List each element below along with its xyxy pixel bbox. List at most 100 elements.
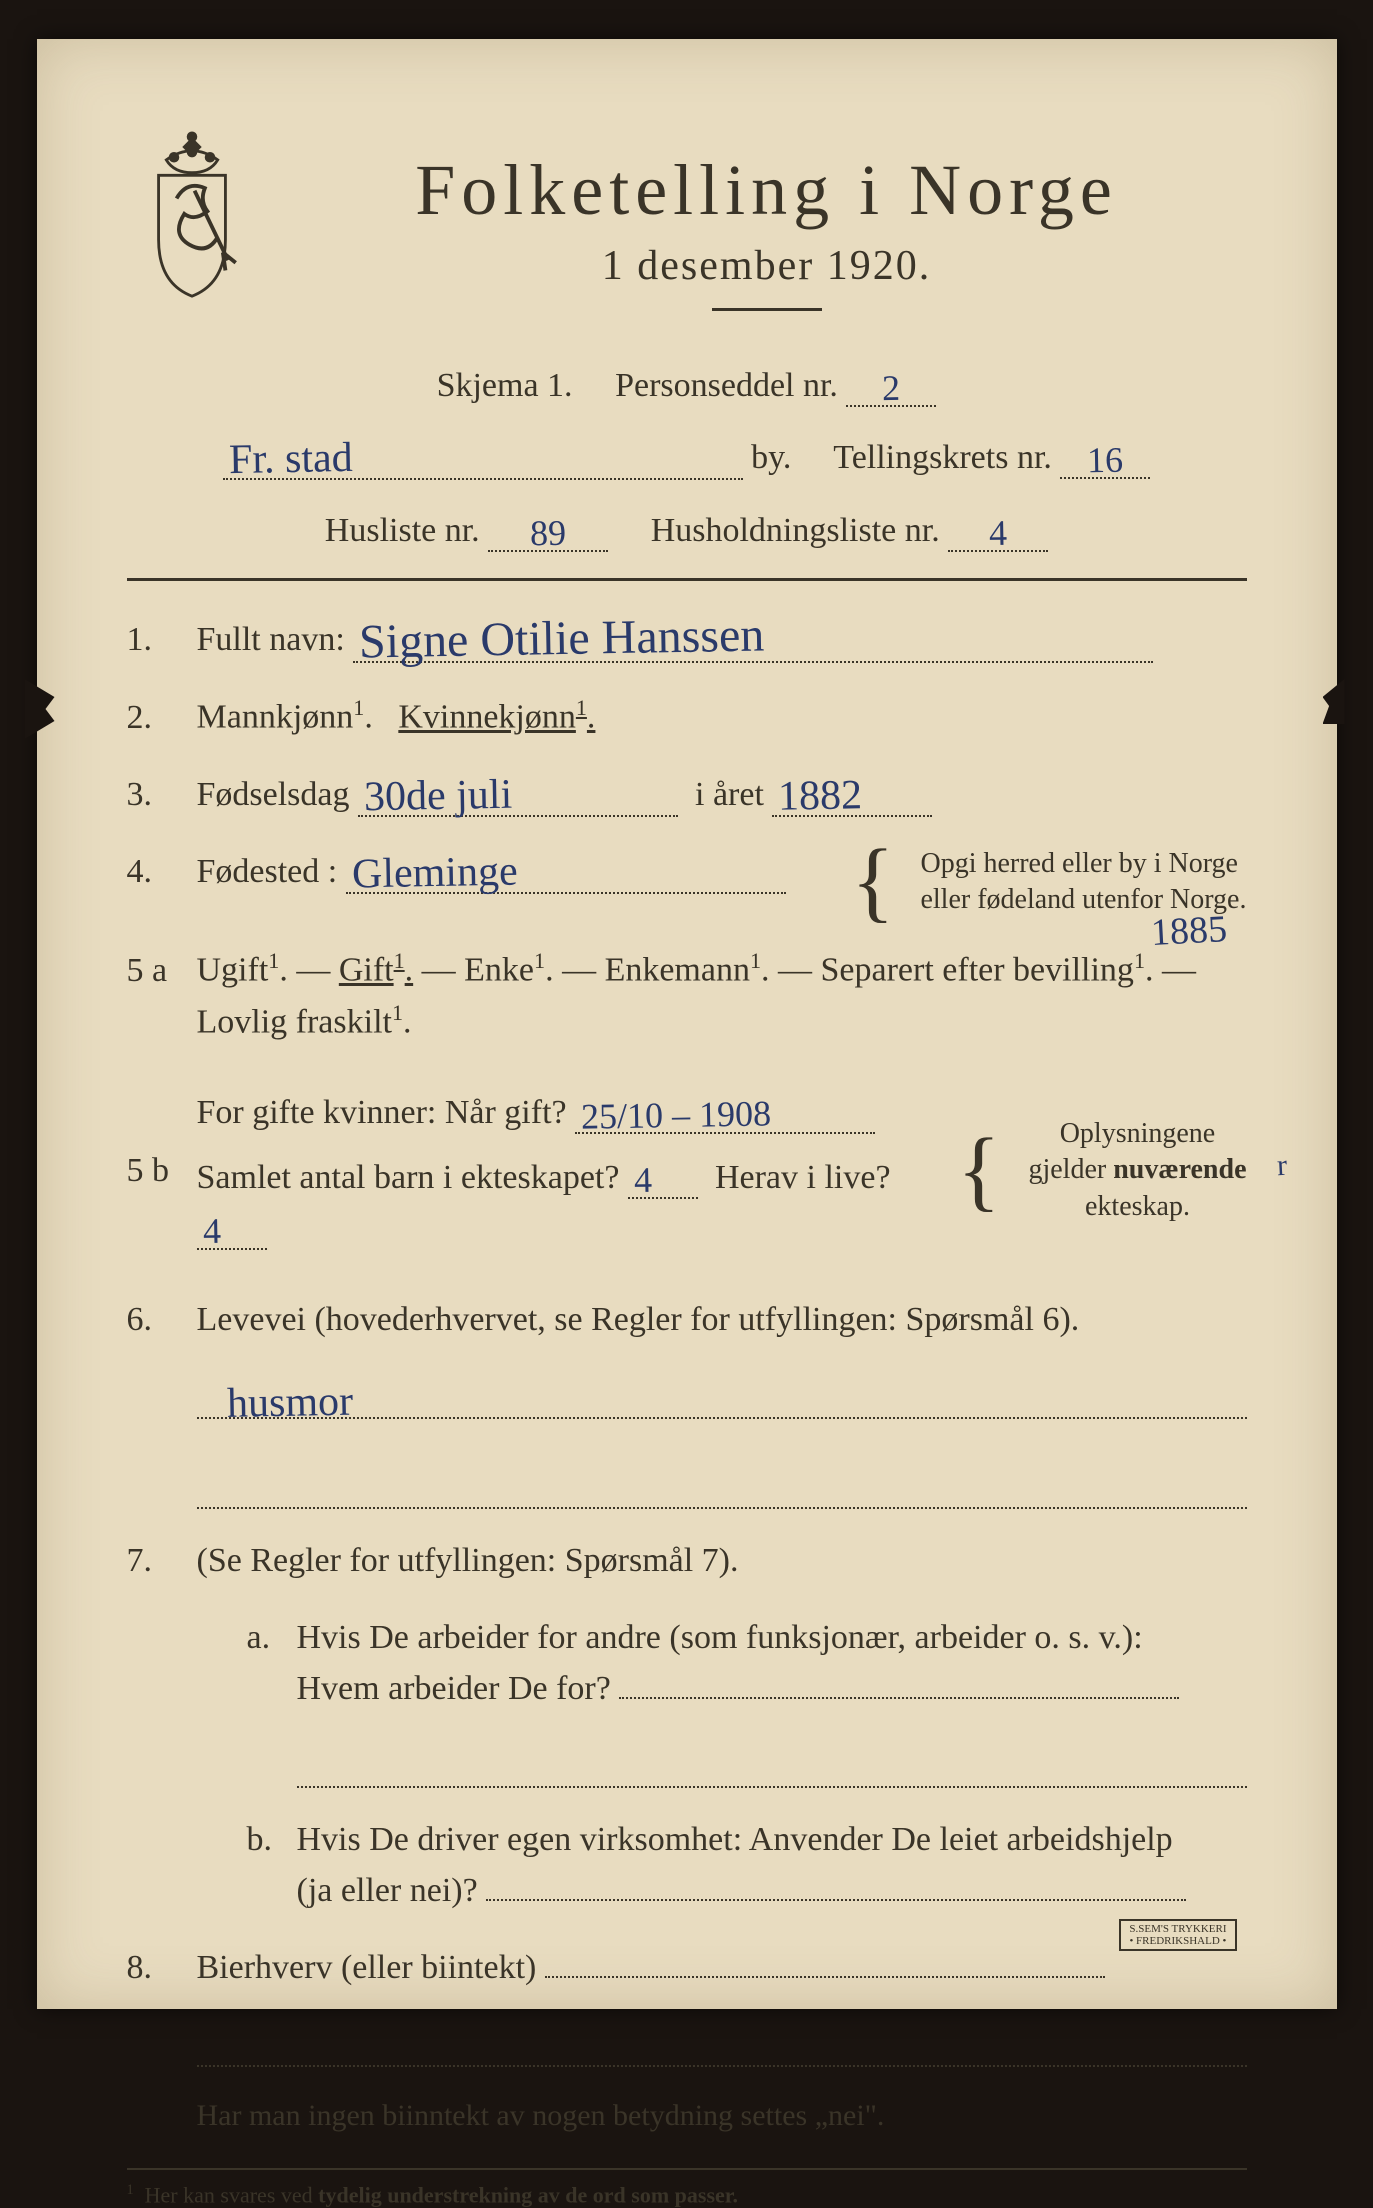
q4-row: 4. Fødested : Gleminge { Opgi herred ell… xyxy=(127,846,1247,919)
q6-num: 6. xyxy=(127,1294,197,1345)
q5b-l2b-value: 4 xyxy=(202,1213,221,1249)
q5b-l1-value: 25/10 – 1908 xyxy=(581,1095,772,1134)
q3-year-field: 1882 xyxy=(772,771,932,817)
brace-icon: { xyxy=(851,859,894,904)
q4-value: Gleminge xyxy=(351,850,517,895)
q5b-lines: For gifte kvinner: Når gift? 25/10 – 190… xyxy=(197,1073,948,1268)
q2-row: 2. Mannkjønn1. Kvinnekjønn1. xyxy=(127,691,1247,742)
tellingskrets-field: 16 xyxy=(1060,438,1150,479)
q6-label: Levevei (hovederhvervet, se Regler for u… xyxy=(197,1294,1247,1345)
q3-year-label: i året xyxy=(695,776,764,813)
q7a-field xyxy=(619,1695,1179,1699)
meta-line-1: Skjema 1. Personseddel nr. 2 xyxy=(127,359,1247,413)
q6-answer-line-2 xyxy=(197,1465,1247,1509)
q6-row: 6. Levevei (hovederhvervet, se Regler fo… xyxy=(127,1294,1247,1345)
printer-stamp: S.SEM'S TRYKKERI • FREDRIKSHALD • xyxy=(1119,1919,1236,1951)
meta-line-3: Husliste nr. 89 Husholdningsliste nr. 4 xyxy=(127,504,1247,558)
q7a-answer-line xyxy=(297,1744,1247,1788)
q1-label: Fullt navn: xyxy=(197,621,345,658)
section-rule xyxy=(127,578,1247,581)
printer-l2: • FREDRIKSHALD • xyxy=(1129,1935,1226,1947)
q2-body: Mannkjønn1. Kvinnekjønn1. xyxy=(197,691,1247,742)
q7b-sub: (ja eller nei)? xyxy=(297,1872,478,1909)
census-form-page: Folketelling i Norge 1 desember 1920. Sk… xyxy=(37,39,1337,2009)
header: Folketelling i Norge 1 desember 1920. xyxy=(127,149,1247,341)
q5a-fraskilt: Lovlig fraskilt xyxy=(197,1003,392,1040)
husliste-field: 89 xyxy=(488,511,608,552)
q3-day-field: 30de juli xyxy=(358,771,678,817)
brace-icon: { xyxy=(957,1148,1000,1193)
q7b-field xyxy=(486,1897,1186,1901)
q5b-note-l1: Oplysningene xyxy=(1028,1116,1246,1152)
tellingskrets-label: Tellingskrets nr. xyxy=(833,439,1052,476)
q3-day: 30de juli xyxy=(364,773,513,818)
q4-field: Gleminge xyxy=(346,848,786,894)
q6-answer-line: husmor xyxy=(197,1375,1247,1419)
printer-l1: S.SEM'S TRYKKERI xyxy=(1129,1923,1226,1935)
q7a-sub: Hvem arbeider De for? xyxy=(297,1670,611,1707)
q5a-num: 5 a xyxy=(127,945,197,996)
husholdningsliste-value: 4 xyxy=(989,515,1008,551)
title-rule xyxy=(712,308,822,311)
q5b-num: 5 b xyxy=(127,1145,197,1196)
q2-kvinne: Kvinnekjønn xyxy=(398,699,576,736)
q5b-line1: For gifte kvinner: Når gift? 25/10 – 190… xyxy=(197,1087,948,1138)
q6-value: husmor xyxy=(196,1378,353,1429)
q4-body: Fødested : Gleminge { Opgi herred eller … xyxy=(197,846,1247,919)
margin-note-1885: 1885 xyxy=(1149,907,1227,955)
husliste-label: Husliste nr. xyxy=(325,512,480,549)
q7b-row: b. Hvis De driver egen virksomhet: Anven… xyxy=(247,1814,1247,1916)
question-list: 1. Fullt navn: Signe Otilie Hanssen 2. M… xyxy=(127,611,1247,2138)
q2-mann: Mannkjønn xyxy=(197,699,354,736)
q1-field: Signe Otilie Hanssen xyxy=(353,611,1153,663)
margin-note-r: r xyxy=(1276,1149,1288,1183)
q8-row: 8. Bierhverv (eller biintekt) xyxy=(127,1942,1247,1993)
q3-num: 3. xyxy=(127,769,197,820)
q5b-note-l3: ekteskap. xyxy=(1028,1189,1246,1225)
q5a-gift: Gift xyxy=(339,952,394,989)
hint-text: Har man ingen biinntekt av nogen betydni… xyxy=(197,2093,885,2138)
q5b-note: Oplysningene gjelder nuværende ekteskap. xyxy=(1010,1116,1246,1225)
q1-num: 1. xyxy=(127,614,197,665)
q7-row: 7. (Se Regler for utfyllingen: Spørsmål … xyxy=(127,1535,1247,1586)
q5a-separert: Separert efter bevilling xyxy=(821,952,1134,989)
husholdningsliste-field: 4 xyxy=(948,511,1048,552)
q7a-row: a. Hvis De arbeider for andre (som funks… xyxy=(247,1612,1247,1714)
meta-block: Skjema 1. Personseddel nr. 2 Fr. stad by… xyxy=(127,359,1247,558)
q1-body: Fullt navn: Signe Otilie Hanssen xyxy=(197,611,1247,665)
tellingskrets-value: 16 xyxy=(1087,442,1124,479)
q1-row: 1. Fullt navn: Signe Otilie Hanssen xyxy=(127,611,1247,665)
subtitle: 1 desember 1920. xyxy=(287,242,1247,290)
footnote: 1 Her kan svares ved tydelig understrekn… xyxy=(127,2182,1247,2208)
husholdningsliste-label: Husholdningsliste nr. xyxy=(651,512,940,549)
hint-row: Har man ingen biinntekt av nogen betydni… xyxy=(197,2093,1247,2138)
q3-body: Fødselsdag 30de juli i året 1882 xyxy=(197,769,1247,820)
q4-note: Opgi herred eller by i Norge eller fødel… xyxy=(902,846,1246,919)
q7b-letter: b. xyxy=(247,1814,297,1865)
q4-note-l1: Opgi herred eller by i Norge xyxy=(920,846,1246,882)
q5b-l2b-label: Herav i live? xyxy=(715,1159,891,1196)
by-field: Fr. stad xyxy=(223,434,743,480)
by-label: by. xyxy=(751,439,791,476)
q5b-l2a-value: 4 xyxy=(634,1162,653,1198)
personseddel-value: 2 xyxy=(882,370,901,406)
footnote-rule xyxy=(127,2168,1247,2170)
skjema-label: Skjema 1. xyxy=(437,367,573,404)
title-block: Folketelling i Norge 1 desember 1920. xyxy=(287,149,1247,341)
q5a-body: Ugift1. — Gift1. — Enke1. — Enkemann1. —… xyxy=(197,944,1247,1047)
q5b-l1-label: For gifte kvinner: Når gift? xyxy=(197,1094,567,1131)
q5a-ugift: Ugift xyxy=(197,952,269,989)
q7a-label: Hvis De arbeider for andre (som funksjon… xyxy=(297,1619,1143,1656)
personseddel-label: Personseddel nr. xyxy=(615,367,838,404)
q5b-l2a-label: Samlet antal barn i ekteskapet? xyxy=(197,1159,620,1196)
q5b-l2b-field: 4 xyxy=(197,1209,267,1250)
q4-note-wrap: { Opgi herred eller by i Norge eller fød… xyxy=(851,846,1246,919)
q7b-label: Hvis De driver egen virksomhet: Anvender… xyxy=(297,1821,1173,1858)
q7-label: (Se Regler for utfyllingen: Spørsmål 7). xyxy=(197,1535,1247,1586)
q3-row: 3. Fødselsdag 30de juli i året 1882 xyxy=(127,769,1247,820)
q8-body: Bierhverv (eller biintekt) xyxy=(197,1942,1247,1993)
q3-label: Fødselsdag xyxy=(197,776,350,813)
q5a-enke: Enke xyxy=(464,952,534,989)
q5a-enkemann: Enkemann xyxy=(605,952,750,989)
q8-num: 8. xyxy=(127,1942,197,1993)
